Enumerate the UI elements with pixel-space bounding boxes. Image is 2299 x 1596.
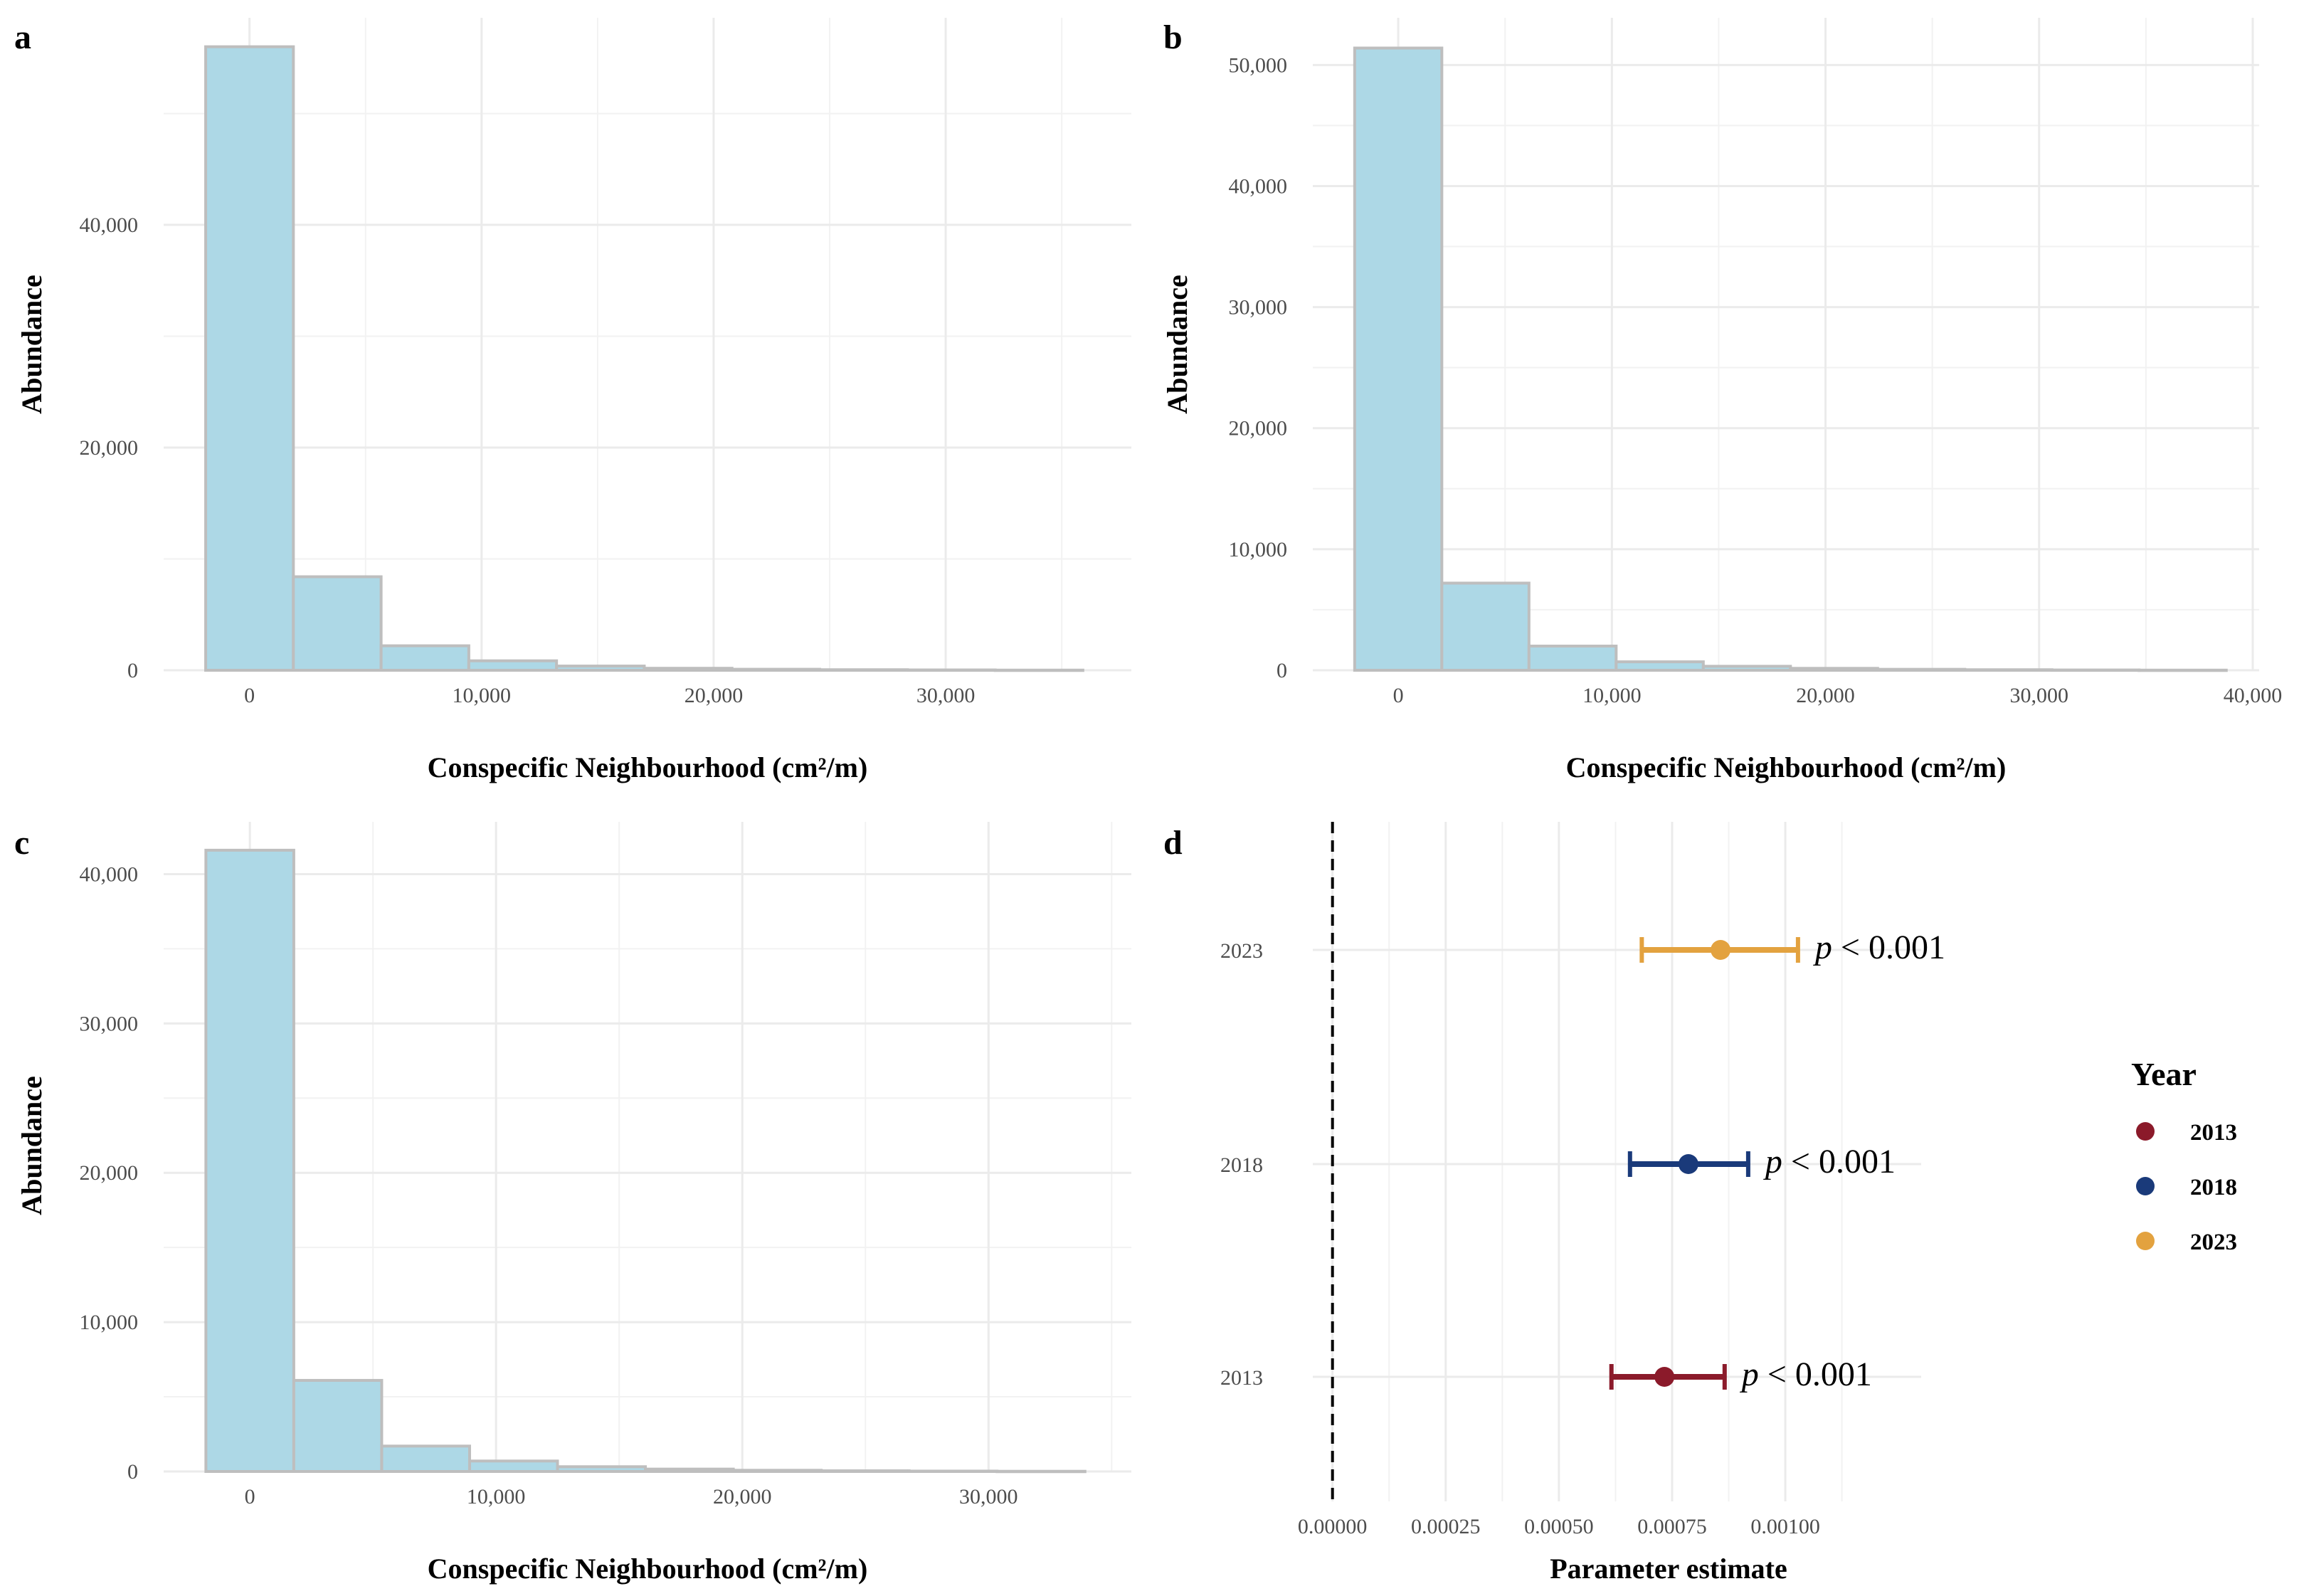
x-tick-label: 20,000 — [685, 684, 744, 707]
p-rest: < 0.001 — [1832, 929, 1945, 966]
x-axis-title: Parameter estimate — [1550, 1553, 1787, 1585]
legend-swatch-2013 — [2136, 1122, 2155, 1141]
y-tick-label: 50,000 — [1229, 53, 1288, 77]
histogram-bar — [1440, 581, 1531, 672]
legend-label-2013: 2013 — [2190, 1120, 2237, 1146]
x-axis-title: Conspecific Neighbourhood (cm²/m) — [428, 1553, 868, 1585]
histogram-bar — [1701, 665, 1792, 672]
histogram-bar — [555, 665, 646, 672]
x-tick-label: 0.00075 — [1637, 1515, 1707, 1538]
histogram-bar — [379, 644, 470, 672]
y-axis-title: Abundance — [16, 275, 48, 414]
histogram-bar — [1353, 46, 1444, 672]
histogram-bar — [1614, 660, 1705, 672]
y-tick-label: 10,000 — [1229, 538, 1288, 561]
histogram-bar — [467, 1459, 559, 1474]
y-tick-label: 20,000 — [1229, 417, 1288, 440]
p-italic: p — [1763, 1143, 1782, 1180]
panel-tag-a: a — [14, 19, 31, 56]
legend-label-2018: 2018 — [2190, 1175, 2237, 1200]
histogram-bar — [204, 45, 295, 672]
histogram-bar — [993, 668, 1084, 672]
histogram-bar — [643, 667, 734, 672]
p-italic: p — [1740, 1355, 1759, 1393]
legend-label-2023: 2023 — [2190, 1230, 2237, 1255]
x-tick-label: 30,000 — [959, 1485, 1018, 1508]
y-tick-label: 0 — [127, 1460, 138, 1484]
chart-panel-c: 0 10,000 20,000 30,000 0 10,000 20,000 30,000 40… — [14, 822, 1131, 1585]
p-rest: < 0.001 — [1759, 1355, 1872, 1393]
y-tick-label: 40,000 — [1229, 174, 1288, 198]
histogram-bar — [467, 659, 559, 672]
legend-swatch-2023 — [2136, 1232, 2155, 1250]
histogram-bar — [1527, 644, 1618, 672]
p-value-label-2023: p < 0.001 — [1813, 929, 1945, 966]
x-tick-label: 20,000 — [713, 1485, 772, 1508]
legend-swatch-2018 — [2136, 1177, 2155, 1195]
x-tick-label: 30,000 — [2010, 684, 2069, 707]
y-tick-label: 40,000 — [80, 213, 139, 237]
histogram-bar — [2137, 668, 2228, 672]
y-tick-label: 20,000 — [80, 1161, 139, 1185]
x-axis-title: Conspecific Neighbourhood (cm²/m) — [1566, 751, 2007, 783]
point-estimate-2013 — [1654, 1367, 1675, 1387]
x-tick-label: 0 — [244, 684, 255, 707]
x-tick-label: 0.00050 — [1524, 1515, 1594, 1538]
p-value-label-2018: p < 0.001 — [1763, 1143, 1896, 1180]
histogram-bar — [292, 575, 383, 672]
histogram-bar — [995, 1469, 1087, 1474]
histogram-bar — [906, 668, 997, 672]
chart-panel-b: 0 10,000 20,000 30,000 40,000 0 10,000 20,000 30… — [1161, 18, 2282, 783]
histogram-bar — [556, 1465, 648, 1474]
x-tick-label: 0 — [245, 1485, 255, 1508]
p-italic: p — [1813, 929, 1832, 966]
y-tick-label: 20,000 — [80, 436, 139, 460]
histogram-bar — [2050, 668, 2141, 672]
histogram-bar — [1789, 667, 1879, 672]
histogram-bar — [731, 1469, 823, 1473]
panel-tag-d: d — [1163, 824, 1183, 862]
histogram-bar — [204, 848, 295, 1473]
y-tick-label: 0 — [127, 659, 138, 682]
x-tick-label: 0.00100 — [1750, 1515, 1820, 1538]
legend-title: Year — [2131, 1056, 2197, 1092]
y-tick-label: 2018 — [1220, 1153, 1263, 1177]
x-tick-label: 30,000 — [916, 684, 976, 707]
x-tick-label: 10,000 — [1582, 684, 1642, 707]
x-tick-label: 0.00000 — [1298, 1515, 1368, 1538]
x-tick-label: 10,000 — [467, 1485, 526, 1508]
legend: Year 2013 2018 2023 — [2131, 1056, 2237, 1255]
y-axis-title: Abundance — [16, 1076, 48, 1215]
point-estimate-2023 — [1711, 940, 1731, 960]
x-tick-label: 0.00025 — [1411, 1515, 1481, 1538]
x-tick-label: 10,000 — [453, 684, 512, 707]
histogram-bar — [292, 1378, 384, 1473]
y-tick-label: 30,000 — [80, 1012, 139, 1035]
panel-tag-c: c — [14, 824, 29, 862]
y-tick-label: 30,000 — [1229, 296, 1288, 319]
p-rest: < 0.001 — [1782, 1143, 1896, 1180]
y-tick-label: 40,000 — [80, 862, 139, 886]
y-tick-label: 2023 — [1220, 939, 1263, 963]
y-tick-label: 2013 — [1220, 1366, 1263, 1390]
panel-tag-b: b — [1163, 19, 1183, 56]
point-estimate-2018 — [1678, 1154, 1698, 1174]
y-tick-label: 0 — [1277, 659, 1287, 682]
chart-panel-a: 0 10,000 20,000 30,000 0 20,000 40,000 Conspeci… — [14, 18, 1131, 783]
x-axis-title: Conspecific Neighbourhood (cm²/m) — [428, 751, 868, 783]
p-value-label-2013: p < 0.001 — [1740, 1355, 1872, 1393]
y-axis-title: Abundance — [1161, 275, 1193, 414]
histogram-bar — [644, 1467, 735, 1474]
x-tick-label: 0 — [1393, 684, 1404, 707]
x-tick-label: 20,000 — [1796, 684, 1855, 707]
histogram-bar — [380, 1444, 471, 1474]
y-tick-label: 10,000 — [80, 1311, 139, 1334]
x-tick-label: 40,000 — [2224, 684, 2283, 707]
